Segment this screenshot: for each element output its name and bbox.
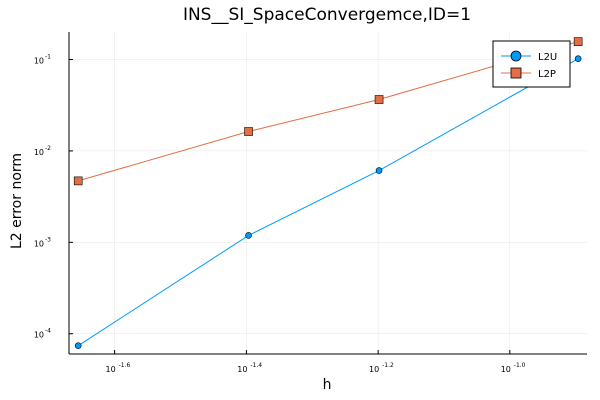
- x-tick-label: 10: [106, 365, 116, 374]
- series-layer: [73, 37, 583, 349]
- x-axis-label: h: [323, 377, 332, 393]
- chart-title: INS__SI_SpaceConvergemce,ID=1: [183, 5, 471, 25]
- data-point-l2p: [374, 95, 384, 104]
- data-point-l2p: [244, 127, 253, 136]
- data-point-l2u: [245, 232, 252, 239]
- data-point-l2p: [573, 37, 583, 46]
- y-axis-label: L2 error norm: [9, 153, 25, 249]
- x-tick-label-exponent: -1.6: [119, 362, 131, 369]
- data-point-l2p: [73, 176, 83, 186]
- y-tick-label: 10: [34, 239, 44, 248]
- y-tick-label-exponent: -3: [45, 236, 51, 243]
- legend-box: [492, 40, 571, 88]
- x-tick-label-exponent: -1.0: [514, 362, 526, 369]
- x-tick-label-exponent: -1.4: [250, 362, 262, 369]
- y-tick-label-exponent: -2: [45, 145, 51, 152]
- axes-layer: 10 -1.6 10 -1.4 10 -1.2 10 -1.010-410-310-210-1: [34, 32, 587, 374]
- legend-marker-l2u: [510, 50, 522, 62]
- legend-label-l2u: L2U: [538, 52, 557, 63]
- data-point-l2u: [574, 55, 582, 63]
- legend-label-l2p: L2P: [538, 69, 556, 80]
- data-point-l2u: [375, 167, 383, 174]
- x-tick-label-exponent: -1.2: [382, 362, 394, 369]
- legend[interactable]: L2U L2P: [492, 40, 571, 88]
- x-tick-label: 10: [369, 365, 379, 374]
- y-tick-label-exponent: -4: [45, 328, 51, 335]
- x-tick-label: 10: [237, 365, 247, 374]
- y-tick-label-exponent: -1: [45, 54, 51, 61]
- series-line-l2p: [78, 41, 579, 182]
- y-tick-label: 10: [34, 57, 44, 66]
- y-tick-label: 10: [34, 148, 44, 157]
- data-point-l2u: [74, 342, 82, 349]
- legend-marker-l2p: [510, 67, 522, 79]
- y-tick-label: 10: [34, 331, 44, 340]
- x-tick-label: 10: [501, 365, 511, 374]
- series-line-l2u: [77, 58, 579, 347]
